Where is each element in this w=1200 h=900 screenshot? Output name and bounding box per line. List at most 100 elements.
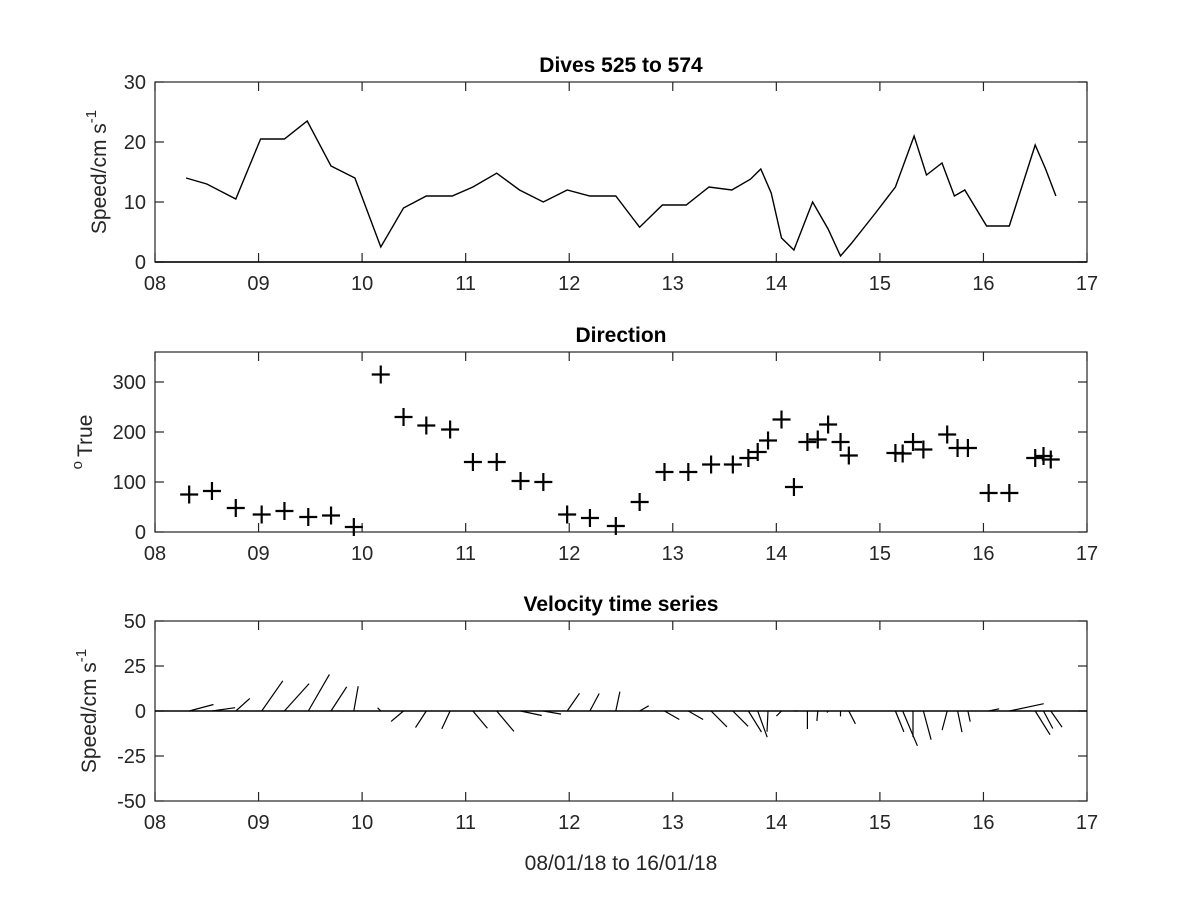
y-tick-label: 100 [113, 472, 146, 494]
velocity-stick [441, 710, 451, 730]
x-tick-label: 15 [869, 812, 891, 834]
x-tick-label: 12 [558, 273, 580, 295]
y-axis-label-direction-sup: o [69, 461, 86, 469]
x-tick-label: 13 [662, 273, 684, 295]
panel-velocity: Velocity time series 08 09 10 11 12 13 14 15 16 1… [73, 593, 1098, 875]
y-ticks-direction: 0 100 200 300 [113, 372, 1087, 544]
direction-point [487, 453, 506, 471]
x-tick-label: 12 [558, 543, 580, 565]
direction-point [1026, 449, 1045, 467]
direction-point [299, 508, 318, 526]
velocity-stick [307, 674, 330, 712]
velocity-stick [894, 710, 905, 733]
x-tick-label: 14 [765, 812, 787, 834]
direction-point [630, 493, 649, 511]
chart-title-velocity: Velocity time series [524, 593, 719, 616]
velocity-stick [922, 710, 932, 740]
chart-title-speed: Dives 525 to 574 [539, 54, 703, 77]
x-tick-label: 17 [1076, 543, 1098, 565]
y-tick-label: 300 [113, 372, 146, 394]
y-tick-label: 200 [113, 422, 146, 444]
direction-point [819, 415, 838, 434]
velocity-stick [1050, 710, 1063, 728]
direction-point [784, 478, 803, 496]
y-axis-label-velocity-sup: -1 [73, 649, 90, 662]
velocity-stick [211, 707, 236, 712]
velocity-stick [816, 710, 819, 721]
y-tick-label: 30 [124, 72, 146, 94]
x-tick-label: 09 [247, 543, 269, 565]
velocity-stick [988, 708, 1000, 712]
direction-point [394, 408, 413, 426]
direction-point [417, 416, 436, 435]
direction-point [252, 505, 271, 524]
direction-point [344, 518, 363, 536]
velocity-stick [589, 693, 600, 712]
velocity-stick [775, 710, 782, 717]
y-tick-label: 0 [135, 522, 146, 544]
y-axis-label-direction: o True [69, 415, 97, 470]
x-tick-label: 09 [247, 812, 269, 834]
velocity-stick [967, 710, 971, 722]
velocity-stick [957, 710, 963, 733]
velocity-stick [520, 710, 542, 717]
speed-series-line [185, 119, 1057, 258]
direction-point [739, 449, 758, 467]
y-tick-label: 50 [124, 611, 146, 633]
y-axis-label-velocity: Speed/cm s-1 [73, 649, 101, 773]
y-tick-label: 10 [124, 192, 146, 214]
velocity-stick [496, 710, 515, 732]
velocity-stick [757, 710, 768, 738]
direction-point [798, 433, 817, 451]
x-tick-label: 10 [351, 812, 373, 834]
chart-title-direction: Direction [575, 324, 666, 347]
y-axis-label-speed-text: Speed/cm s [88, 123, 111, 234]
direction-point [839, 446, 858, 465]
direction-point [322, 506, 341, 525]
x-tick-label: 17 [1076, 812, 1098, 834]
direction-point [202, 482, 221, 500]
x-ticks-velocity: 08 09 10 11 12 13 14 15 16 17 [144, 621, 1098, 834]
x-tick-label: 16 [972, 543, 994, 565]
direction-point [702, 455, 721, 474]
direction-point [580, 509, 599, 527]
velocity-stick [848, 710, 856, 725]
x-tick-label: 08 [144, 273, 166, 295]
x-tick-label: 08 [144, 543, 166, 565]
velocity-stick [235, 697, 251, 712]
velocity-stick [766, 710, 769, 732]
velocity-stick [330, 686, 348, 712]
direction-point [655, 463, 674, 481]
panel-speed: Dives 525 to 574 08 09 10 11 12 13 14 15 16 17 0 1… [83, 54, 1098, 295]
y-tick-label: 0 [135, 701, 146, 723]
x-ticks-speed: 08 09 10 11 12 13 14 15 16 17 [144, 82, 1098, 295]
direction-point [748, 443, 767, 461]
y-axis-label-speed-sup: -1 [83, 110, 100, 123]
velocity-stick [1009, 703, 1044, 712]
x-tick-label: 08 [144, 812, 166, 834]
velocity-stick [566, 692, 580, 712]
velocity-stick [747, 710, 763, 733]
velocity-stick [472, 710, 488, 729]
velocity-stick [1034, 710, 1051, 736]
axes-box-direction [154, 351, 1088, 533]
direction-point [606, 517, 625, 535]
direction-point [511, 472, 530, 490]
velocity-stick [615, 691, 621, 712]
x-tick-label: 17 [1076, 273, 1098, 295]
y-tick-label: -50 [117, 791, 146, 813]
y-tick-label: 0 [135, 252, 146, 274]
direction-point [226, 499, 245, 517]
x-tick-label: 15 [869, 543, 891, 565]
x-axis-label-velocity: 08/01/18 to 16/01/18 [525, 852, 718, 875]
x-tick-label: 10 [351, 273, 373, 295]
x-tick-label: 14 [765, 273, 787, 295]
direction-point [371, 365, 390, 384]
velocity-stick [377, 707, 382, 712]
direction-point [1000, 484, 1019, 502]
x-tick-label: 09 [247, 273, 269, 295]
direction-point [1041, 450, 1060, 469]
velocity-stick [189, 703, 214, 712]
x-tick-label: 13 [662, 812, 684, 834]
x-tick-label: 14 [765, 543, 787, 565]
